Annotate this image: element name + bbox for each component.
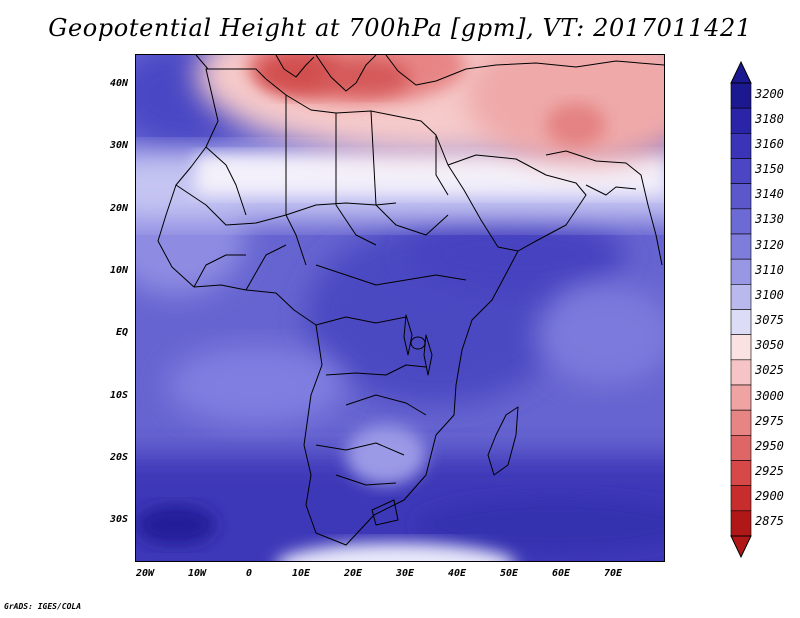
lon-label-70e: 70E <box>603 568 623 579</box>
colorbar-box <box>730 485 752 512</box>
lat-label-eq: EQ <box>115 327 128 338</box>
colorbar-label: 3100 <box>755 287 784 302</box>
lon-label-50e: 50E <box>499 568 519 579</box>
lon-label-10w: 10W <box>187 568 207 579</box>
lon-label-60e: 60E <box>551 568 571 579</box>
colorbar-label: 3110 <box>755 262 784 277</box>
credit-text: GrADS: IGES/COLA <box>4 602 82 611</box>
lon-label-0: 0 <box>245 568 253 579</box>
colorbar-label: 2875 <box>755 514 784 529</box>
lon-label-20e: 20E <box>343 568 363 579</box>
colorbar-box <box>730 133 752 159</box>
colorbar-box <box>730 183 752 210</box>
lat-label-40n: 40N <box>109 78 128 89</box>
colorbar-label: 3200 <box>755 86 784 101</box>
colorbar-box <box>730 460 752 486</box>
colorbar-box <box>730 309 752 335</box>
colorbar-label: 3140 <box>755 187 784 202</box>
colorbar-box <box>730 233 752 260</box>
colorbar-label: 3050 <box>755 338 784 353</box>
colorbar-box <box>730 334 752 361</box>
colorbar-label: 3160 <box>755 136 784 151</box>
colorbar-box <box>730 208 752 235</box>
height-field-map <box>136 55 664 561</box>
map-panel <box>135 54 665 562</box>
colorbar-label: 3025 <box>755 363 784 378</box>
colorbar-box <box>730 359 752 386</box>
map-title: Geopotential Height at 700hPa [gpm], VT:… <box>48 14 752 42</box>
colorbar-boxes <box>730 82 752 537</box>
colorbar-box <box>730 258 752 285</box>
colorbar-box <box>730 107 752 134</box>
lat-label-30n: 30N <box>109 140 128 151</box>
coastlines <box>157 55 664 546</box>
colorbar-label: 3130 <box>755 212 784 227</box>
colorbar-label: 2900 <box>755 489 784 504</box>
colorbar-label: 3075 <box>755 313 784 328</box>
colorbar-bottom-arrow <box>730 535 752 559</box>
colorbar-label: 3120 <box>755 237 784 252</box>
colorbar-label: 2950 <box>755 438 784 453</box>
lon-label-40e: 40E <box>447 568 467 579</box>
colorbar-box <box>730 284 752 310</box>
colorbar-label: 3180 <box>755 111 784 126</box>
colorbar-box <box>730 510 752 537</box>
lat-label-10n: 10N <box>109 265 128 276</box>
lon-label-20w: 20W <box>135 568 155 579</box>
colorbar-box <box>730 82 752 109</box>
lat-label-30s: 30S <box>109 514 128 525</box>
lon-label-10e: 10E <box>291 568 311 579</box>
lat-label-20s: 20S <box>109 452 128 463</box>
lon-label-30e: 30E <box>395 568 415 579</box>
colorbar-label: 3150 <box>755 162 784 177</box>
colorbar-box <box>730 384 752 411</box>
colorbar-label: 2975 <box>755 413 784 428</box>
colorbar-box <box>730 409 752 436</box>
colorbar-box <box>730 435 752 461</box>
colorbar-top-arrow <box>730 60 752 84</box>
shaded-field <box>136 55 664 561</box>
lat-label-20n: 20N <box>109 203 128 214</box>
colorbar-label: 2925 <box>755 464 784 479</box>
colorbar-box <box>730 158 752 184</box>
colorbar-label: 3000 <box>755 388 784 403</box>
lat-label-10s: 10S <box>109 390 128 401</box>
